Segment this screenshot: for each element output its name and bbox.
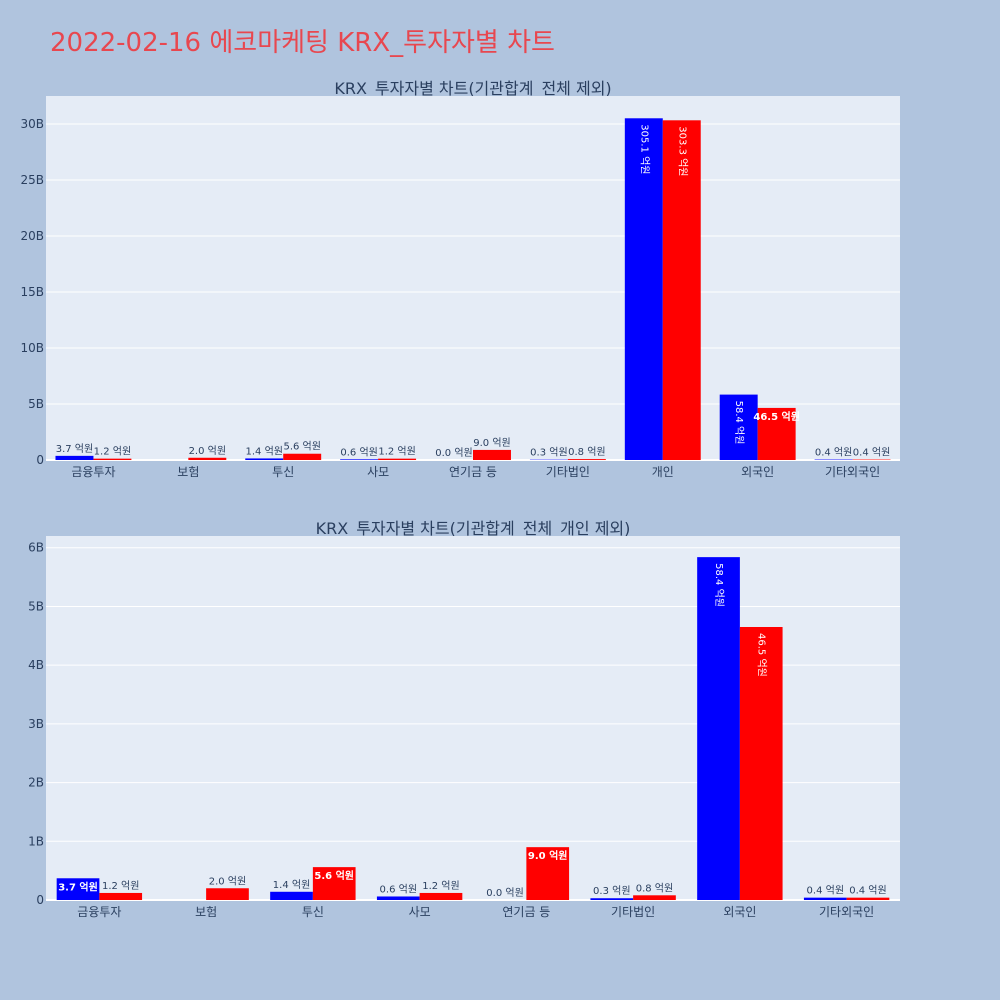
bar	[590, 898, 634, 900]
bar-data-label: 0.6 억원	[340, 446, 377, 458]
bar-data-label: 1.2 억원	[102, 880, 139, 892]
bar	[376, 896, 420, 900]
bar-data-label: 0.8 억원	[568, 446, 605, 458]
bar	[283, 453, 322, 460]
bar	[803, 897, 847, 900]
bar-data-label: 46.5 억원	[756, 633, 768, 677]
x-tick-label: 연기금 등	[449, 465, 497, 479]
bar	[340, 459, 379, 460]
chart-title: KRX_투자자별 차트(기관합계_전체 제외)	[334, 79, 611, 99]
bar-data-label: 5.6 억원	[314, 869, 354, 882]
bar	[719, 394, 758, 460]
bar	[270, 891, 313, 900]
bar	[739, 627, 783, 900]
y-tick-label: 15B	[20, 285, 44, 299]
y-tick-label: 0	[36, 453, 44, 467]
bar	[55, 455, 94, 460]
y-tick-label: 25B	[20, 173, 44, 187]
bar	[99, 892, 143, 900]
bar	[93, 458, 132, 460]
bar-data-label: 2.0 억원	[209, 875, 246, 887]
bar-data-label: 1.2 억원	[422, 880, 459, 892]
bar-data-label: 0.0 억원	[435, 447, 472, 459]
bar-data-label: 1.2 억원	[94, 446, 131, 458]
y-tick-label: 30B	[20, 117, 44, 131]
y-tick-label: 2B	[28, 776, 44, 790]
bar-data-label: 0.0 억원	[486, 887, 523, 899]
bar-data-label: 303.3 억원	[676, 126, 688, 176]
bar	[624, 118, 663, 460]
x-tick-label: 기타법인	[611, 905, 655, 919]
y-tick-label: 0	[36, 893, 44, 907]
x-tick-label: 연기금 등	[502, 905, 550, 919]
bar-data-label: 3.7 억원	[56, 443, 93, 455]
bar-data-label: 1.2 억원	[378, 446, 415, 458]
bar-data-label: 305.1 억원	[638, 124, 650, 174]
x-tick-label: 보험	[177, 465, 199, 479]
bar	[56, 878, 100, 900]
bar	[312, 867, 356, 900]
bar	[697, 557, 740, 900]
chart-title: KRX_투자자별 차트(기관합계_전체_개인 제외)	[316, 519, 631, 539]
y-tick-label: 4B	[28, 658, 44, 672]
x-tick-label: 투신	[302, 905, 324, 919]
y-tick-label: 1B	[28, 834, 44, 848]
bar-data-label: 0.3 억원	[593, 885, 630, 897]
bar	[206, 888, 249, 900]
bar-data-label: 46.5 억원	[753, 410, 800, 423]
bar-data-label: 9.0 억원	[528, 849, 568, 862]
chart-investor-excl-institution: KRX_투자자별 차트(기관합계_전체 제외) 0 5B 10B 15B 20B 25B 30…	[20, 79, 900, 479]
bar-data-label: 58.4 억원	[713, 563, 725, 607]
x-tick-label: 기타외국인	[819, 905, 874, 919]
bar-data-label: 0.4 억원	[807, 885, 844, 897]
bar	[188, 457, 227, 460]
x-tick-label: 기타외국인	[825, 465, 880, 479]
bar-data-label: 0.3 억원	[530, 447, 567, 459]
bar	[378, 458, 417, 460]
bar	[633, 895, 676, 900]
bar	[846, 897, 890, 900]
y-tick-label: 5B	[28, 599, 44, 613]
y-tick-label: 20B	[20, 229, 44, 243]
x-tick-label: 사모	[409, 905, 431, 919]
bar	[757, 407, 796, 460]
x-tick-label: 금융투자	[71, 465, 115, 479]
bar-data-label: 1.4 억원	[273, 879, 310, 891]
page-title: 2022-02-16 에코마케팅 KRX_투자자별 차트	[50, 28, 555, 58]
x-tick-label: 외국인	[723, 905, 756, 919]
x-tick-label: 금융투자	[77, 905, 121, 919]
bar-data-label: 0.4 억원	[853, 447, 890, 459]
bar-data-label: 0.4 억원	[849, 885, 886, 897]
bar	[526, 847, 570, 900]
chart-investor-excl-institution-individual: KRX_투자자별 차트(기관합계_전체_개인 제외) 0 1B 2B 3B 4B 5B 6B 금…	[28, 519, 900, 919]
bar-data-label: 2.0 억원	[189, 445, 226, 457]
bar-data-label: 5.6 억원	[283, 441, 320, 453]
x-tick-label: 기타법인	[546, 465, 590, 479]
bar-data-label: 0.6 억원	[380, 883, 417, 895]
bar	[662, 120, 701, 460]
y-tick-label: 3B	[28, 717, 44, 731]
plot-area	[46, 96, 900, 460]
x-tick-label: 보험	[195, 905, 217, 919]
x-tick-label: 사모	[367, 465, 389, 479]
x-tick-label: 투신	[272, 465, 294, 479]
y-tick-label: 10B	[20, 341, 44, 355]
bar-data-label: 58.4 억원	[733, 401, 745, 445]
bar-data-label: 9.0 억원	[473, 437, 510, 449]
bar	[567, 459, 606, 460]
y-tick-label: 5B	[28, 397, 44, 411]
y-tick-label: 6B	[28, 541, 44, 555]
bar-data-label: 1.4 억원	[246, 445, 283, 457]
bar-data-label: 0.8 억원	[636, 882, 673, 894]
bar	[473, 449, 511, 460]
bar-data-label: 0.4 억원	[815, 447, 852, 459]
x-tick-label: 개인	[652, 465, 674, 479]
x-tick-label: 외국인	[741, 465, 774, 479]
bar	[245, 458, 284, 460]
bar-data-label: 3.7 억원	[58, 880, 98, 893]
bar	[419, 892, 463, 900]
